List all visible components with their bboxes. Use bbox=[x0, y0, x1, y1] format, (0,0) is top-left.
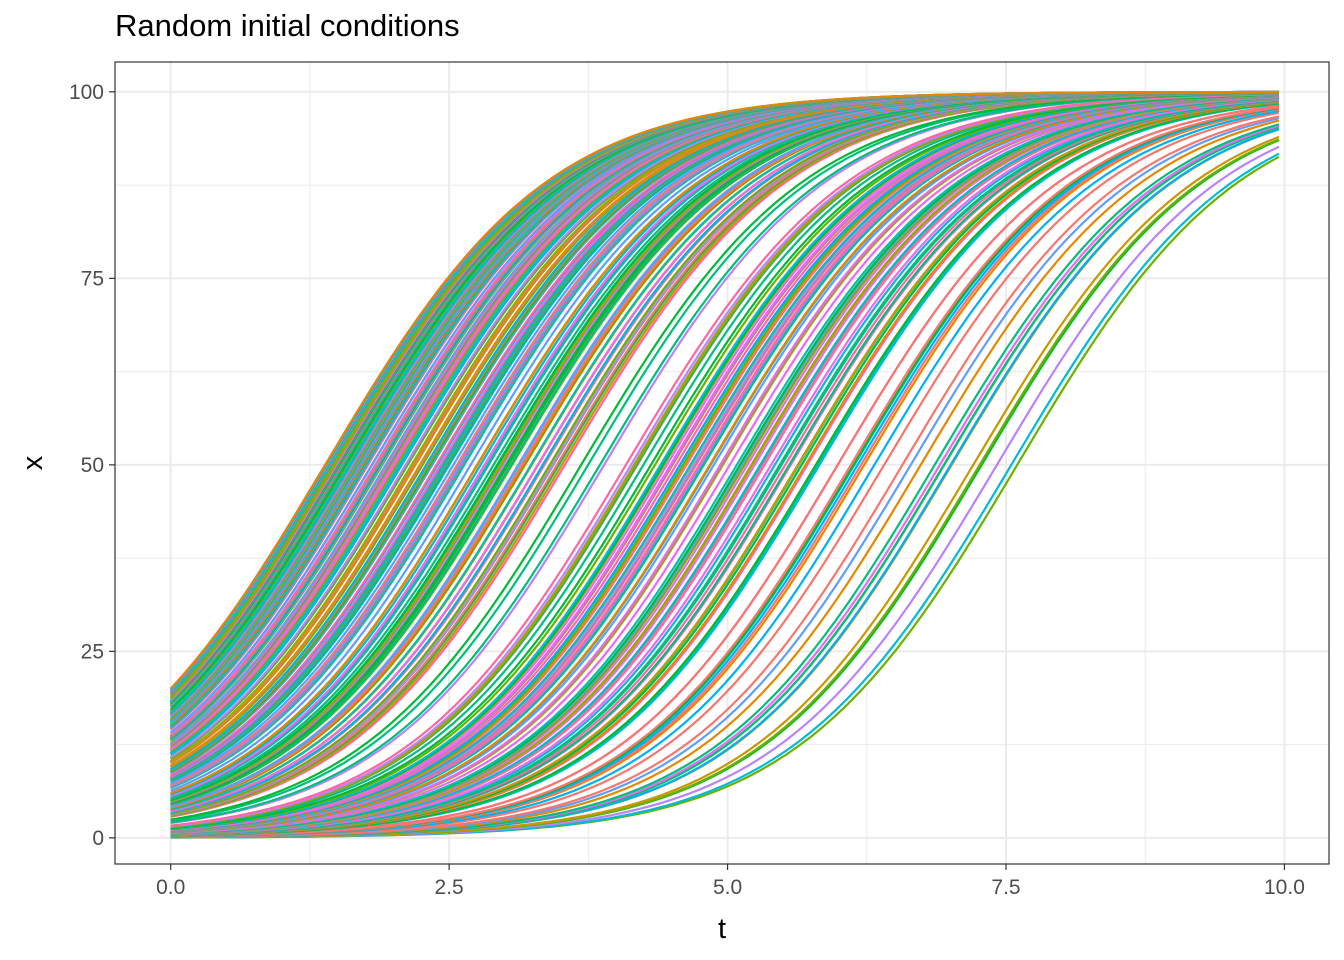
x-tick-label: 10.0 bbox=[1264, 876, 1305, 899]
series-line bbox=[170, 96, 1279, 835]
series-line bbox=[170, 96, 1279, 835]
y-axis: 0 25 50 75 100 bbox=[69, 81, 115, 850]
series-line bbox=[169, 90, 1279, 690]
y-tick-label: 25 bbox=[81, 640, 104, 663]
lines-layer bbox=[169, 90, 1280, 839]
panel-border bbox=[114, 61, 1330, 865]
y-axis-title: x bbox=[17, 455, 49, 470]
chart-title: Random initial conditions bbox=[115, 8, 460, 43]
x-axis: 0.0 2.5 5.0 7.5 10.0 bbox=[156, 864, 1305, 899]
x-tick-label: 5.0 bbox=[713, 876, 742, 899]
y-tick-label: 100 bbox=[69, 81, 104, 104]
y-tick-label: 0 bbox=[92, 827, 104, 850]
series-line bbox=[170, 95, 1279, 834]
series-line bbox=[170, 104, 1280, 838]
x-axis-title: t bbox=[718, 913, 726, 945]
y-tick-label: 50 bbox=[81, 454, 104, 477]
x-tick-label: 0.0 bbox=[156, 876, 185, 899]
series-line bbox=[170, 95, 1279, 834]
x-tick-label: 2.5 bbox=[435, 876, 464, 899]
x-tick-label: 7.5 bbox=[991, 876, 1020, 899]
y-tick-label: 75 bbox=[81, 267, 104, 290]
series-line bbox=[170, 92, 1279, 827]
